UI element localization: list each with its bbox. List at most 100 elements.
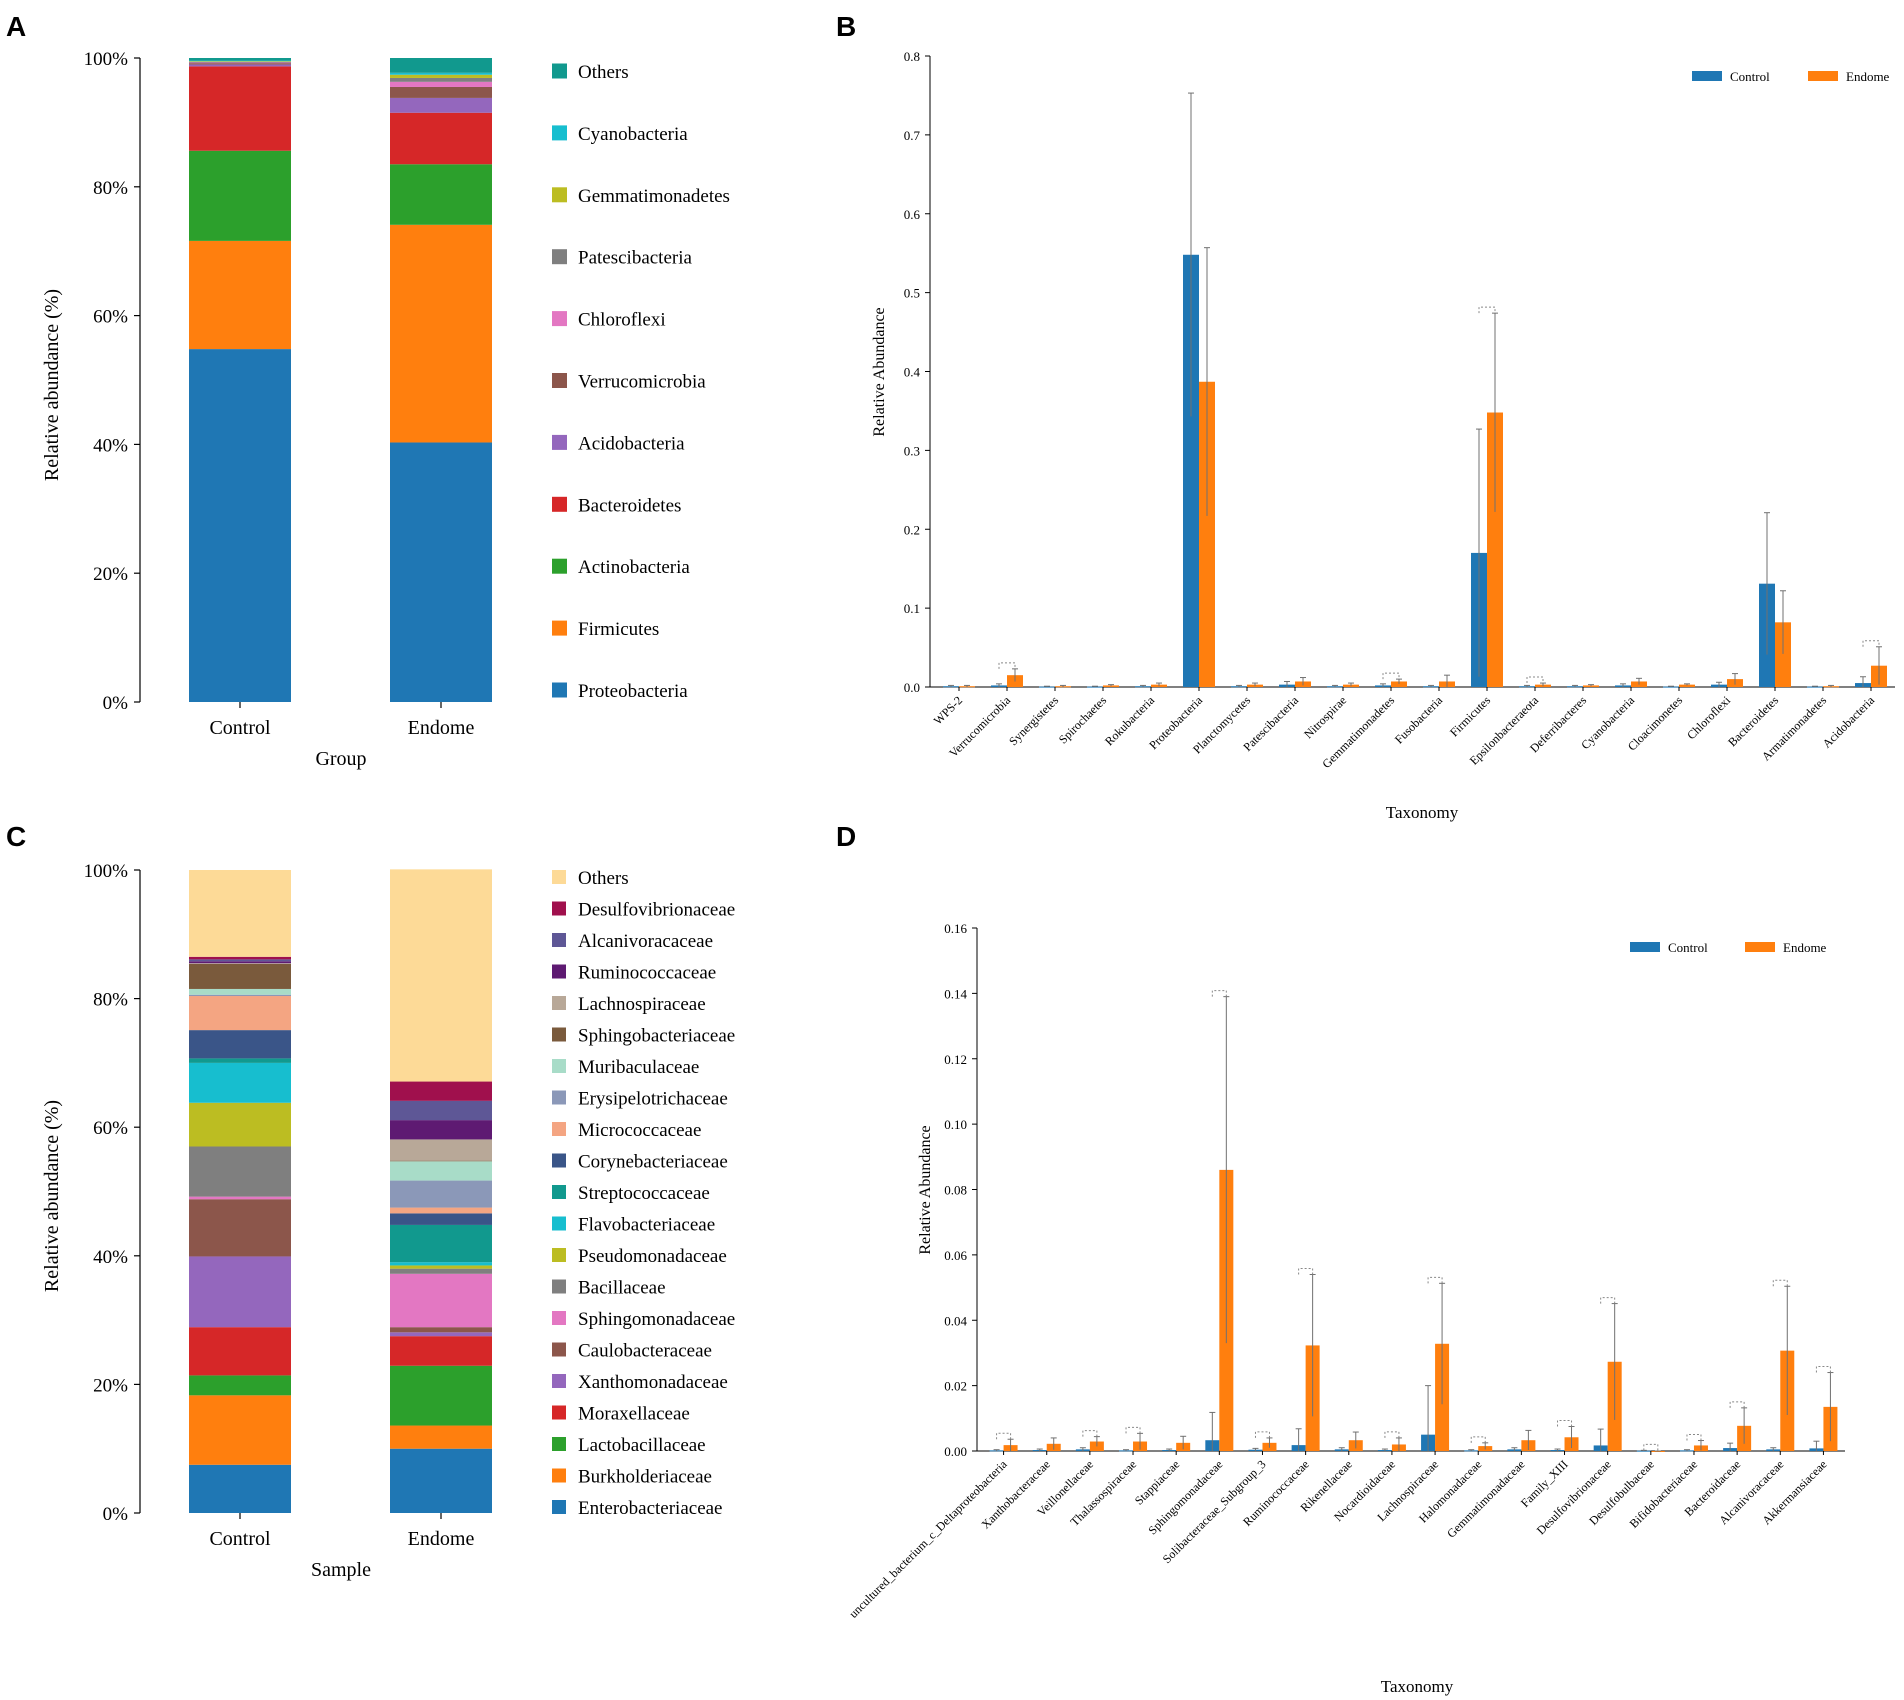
legend-swatch [552, 996, 566, 1010]
stacked-segment [189, 994, 291, 997]
stacked-segment [189, 240, 291, 350]
legend-label-control: Control [1668, 940, 1708, 955]
legend-swatch [552, 496, 567, 512]
stacked-segment [390, 74, 492, 78]
legend-label: Sphingobacteriaceae [578, 1026, 735, 1047]
y-tick-label: 0.14 [944, 986, 967, 1001]
legend-swatch [552, 1311, 566, 1325]
legend-label: Cyanobacteria [578, 124, 688, 145]
stacked-segment [390, 1100, 492, 1121]
stacked-segment [189, 62, 291, 64]
stacked-segment [390, 1262, 492, 1266]
significance-bracket [1211, 990, 1227, 997]
legend-label: Caulobacteraceae [578, 1341, 712, 1362]
legend-swatch [552, 620, 567, 636]
significance-bracket [1478, 306, 1496, 314]
stacked-segment [189, 1327, 291, 1376]
control-bar [1087, 686, 1103, 688]
x-category-label: Acidobacteria [1820, 693, 1878, 751]
legend-swatch [552, 1468, 566, 1483]
legend-swatch [552, 558, 567, 574]
endome-bar [1775, 622, 1791, 687]
x-category-label: Desulfovibrionaceae [1534, 1457, 1614, 1537]
stacked-segment [390, 1081, 492, 1101]
stacked-segment [189, 1256, 291, 1328]
x-category-label: Control [209, 717, 271, 739]
legend-swatch [552, 434, 567, 450]
stacked-segment [189, 961, 291, 964]
x-category-label: Endome [408, 1528, 475, 1550]
stacked-segment [390, 1160, 492, 1162]
x-category-label: Endome [408, 717, 475, 739]
x-category-label: Synergistetes [1006, 693, 1061, 748]
stacked-segment [390, 1139, 492, 1161]
legend-label: Corynebacteriaceae [578, 1152, 728, 1173]
significance-bracket [1384, 1431, 1400, 1438]
stacked-segment [390, 1120, 492, 1140]
significance-bracket [996, 1432, 1012, 1440]
endome-bar [1679, 684, 1695, 687]
legend-label: Moraxellaceae [578, 1404, 690, 1425]
significance-bracket [1600, 1297, 1616, 1304]
significance-bracket [998, 662, 1016, 669]
stacked-segment [189, 956, 291, 960]
stacked-segment [189, 66, 291, 151]
legend-swatch [552, 1027, 566, 1042]
stacked-segment [189, 1196, 291, 1200]
legend-label: Chloroflexi [578, 310, 666, 331]
significance-bracket [1557, 1419, 1573, 1427]
panel-b-phylum-bar-chart: Relative Abundance Taxonomy 0.0 0.1 0.2 0.3… [871, 49, 1895, 822]
legend-swatch [552, 1185, 566, 1199]
y-tick-label: 0.3 [904, 443, 920, 458]
x-category-label: uncultured_bacterium_c_Deltaproteobacter… [846, 1457, 1010, 1621]
legend-swatch [552, 1090, 566, 1105]
panel-label-a: A [6, 11, 26, 42]
legend-label: Enterobacteriaceae [578, 1498, 723, 1519]
y-tick-label: 0.00 [944, 1444, 967, 1459]
legend-label: Others [578, 62, 629, 83]
legend-label: Alcanivoracaceae [578, 931, 713, 952]
legend-swatch [552, 1342, 566, 1357]
y-tick-label: 60% [93, 1118, 128, 1139]
stacked-segment [189, 150, 291, 241]
y-tick-label: 0.06 [944, 1248, 967, 1263]
y-tick-label: 0.6 [904, 207, 921, 222]
y-tick-label: 0.7 [904, 128, 921, 143]
legend-label: Pseudomonadaceae [578, 1246, 727, 1267]
stacked-segment [390, 1224, 492, 1263]
panel-c-stacked-family-chart: Relative abundance (%) Sample 0% 20% 40% 60… [41, 861, 735, 1581]
legend-label: Desulfovibrionaceae [578, 900, 735, 921]
stacked-segment [390, 1207, 492, 1214]
significance-bracket [1082, 1430, 1098, 1437]
stacked-segment [189, 61, 291, 62]
stacked-segment [189, 1146, 291, 1197]
legend-label: Bacillaceae [578, 1278, 666, 1299]
stacked-segment [189, 988, 291, 995]
stacked-segment [189, 60, 291, 62]
y-tick-label: 0.0 [904, 680, 920, 695]
panel-a-ylabel: Relative abundance (%) [41, 289, 63, 481]
y-tick-label: 0.5 [904, 286, 920, 301]
stacked-segment [390, 1161, 492, 1181]
legend-label: Ruminococcaceae [578, 963, 716, 984]
legend-label: Patescibacteria [578, 248, 693, 269]
legend-swatch [552, 1437, 566, 1451]
panel-d-xlabel: Taxonomy [1381, 1677, 1454, 1696]
significance-bracket [1382, 672, 1400, 680]
stacked-segment [189, 1464, 291, 1513]
stacked-segment [390, 1425, 492, 1449]
x-category-label: Chloroflexi [1684, 693, 1733, 742]
y-tick-label: 0% [103, 693, 129, 714]
legend-swatch-endome [1745, 942, 1775, 952]
panel-c-ylabel: Relative abundance (%) [41, 1100, 63, 1292]
significance-bracket [1643, 1443, 1659, 1451]
significance-bracket [1772, 1279, 1788, 1287]
legend-swatch [552, 870, 566, 884]
significance-bracket [1125, 1426, 1141, 1434]
x-category-label: Gemmatimonadaceae [1444, 1457, 1527, 1540]
stacked-segment [390, 97, 492, 113]
stacked-segment [189, 1062, 291, 1103]
legend-label: Lachnospiraceae [578, 994, 706, 1015]
y-tick-label: 0.2 [904, 522, 920, 537]
stacked-segment [189, 870, 291, 957]
